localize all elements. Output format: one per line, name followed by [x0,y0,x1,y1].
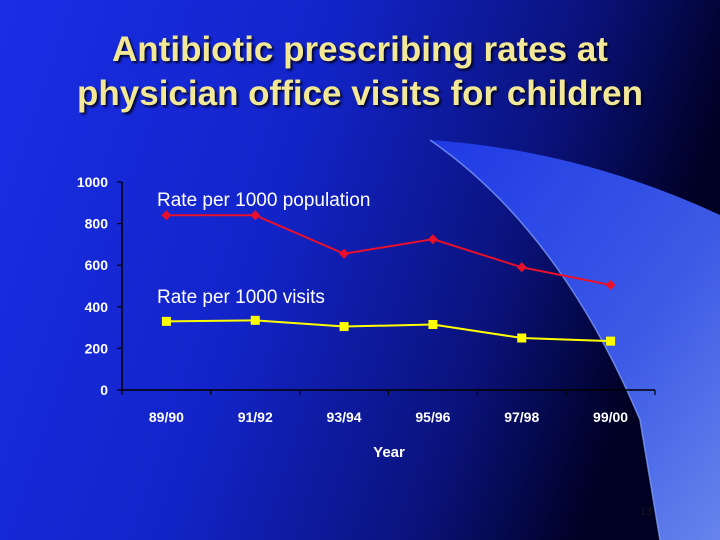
title-line-2: physician office visits for children [77,74,643,113]
data-point-square [606,336,616,346]
y-tick-label: 400 [85,299,109,315]
data-point-square [428,319,438,329]
data-point-diamond [516,262,527,273]
decorative-swoosh [430,140,720,540]
x-tick-label: 97/98 [504,409,539,425]
x-axis-title: Year [373,444,405,461]
chart-series [161,210,616,346]
series-line-2 [166,319,611,343]
y-tick-label: 200 [85,340,109,356]
series-line-1 [166,214,611,286]
data-point-square [517,333,527,343]
y-tick-label: 1000 [77,174,108,190]
data-point-diamond [161,210,172,221]
x-tick-label: 89/90 [149,409,184,425]
x-tick-label: 99/00 [593,409,628,425]
title-line-1: Antibiotic prescribing rates at [112,30,608,69]
y-tick-label: 800 [85,216,109,232]
x-tick-label: 93/94 [327,409,362,425]
x-tick-label: 91/92 [238,409,273,425]
x-tick-label: 95/96 [415,409,450,425]
data-point-square [161,316,171,326]
data-point-square [339,322,349,332]
data-point-diamond [339,248,350,259]
series-label-visits: Rate per 1000 visits [157,287,325,308]
slide-title: Antibiotic prescribing rates at physicia… [0,28,720,116]
y-tick-label: 0 [100,382,108,398]
chart-axes [117,181,656,395]
page-number: 13 [640,504,652,518]
y-tick-label: 600 [85,257,109,273]
chart-tick-labels: 0 200 400 600 800 1000 89/90 91/92 93/94 95/96 97/… [77,174,628,425]
data-point-diamond [605,279,616,290]
data-point-diamond [250,210,261,221]
data-point-square [250,315,260,325]
data-point-diamond [427,234,438,245]
series-label-population: Rate per 1000 population [157,190,370,211]
